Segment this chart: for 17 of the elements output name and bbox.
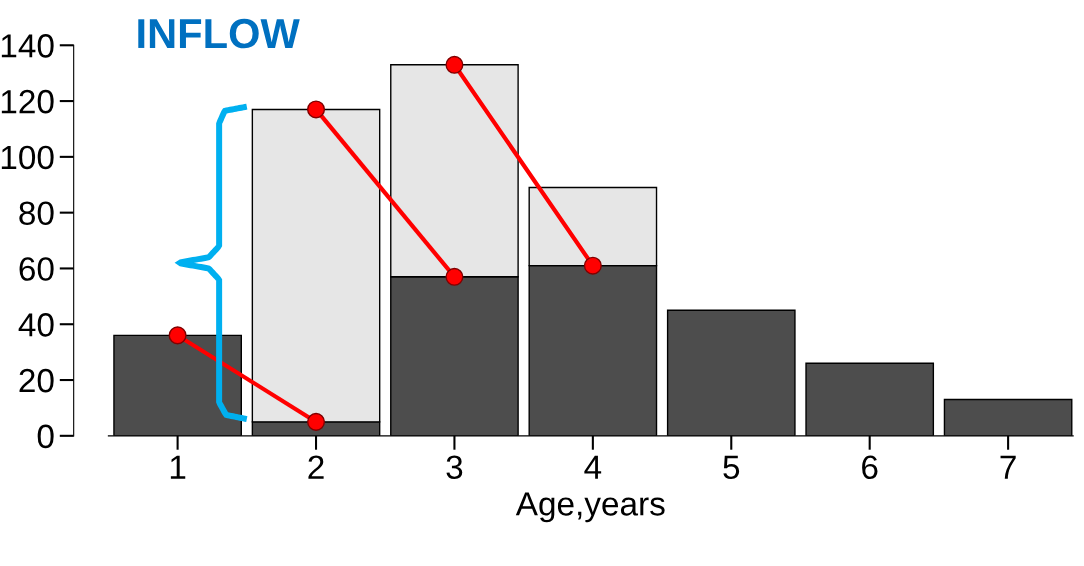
x-axis-title: Age,years [515, 492, 665, 523]
x-tick-label: 2 [308, 455, 324, 479]
y-tick-label: 40 [18, 313, 54, 337]
y-tick-label: 140 [1, 34, 54, 58]
x-tick-label: 7 [1000, 455, 1016, 479]
x-tick-label: 6 [862, 455, 878, 480]
y-tick-label: 0 [37, 424, 54, 449]
y-tick-label: 100 [1, 145, 54, 170]
annotation: INFLOW [138, 18, 300, 49]
y-tick-label: 60 [19, 257, 54, 281]
y-tick-label: 20 [19, 368, 54, 393]
x-tick-label: 4 [584, 455, 602, 479]
x-tick-label: 3 [446, 455, 463, 480]
y-tick-label: 80 [19, 201, 54, 226]
x-tick-label: 1 [170, 455, 186, 479]
x-tick-label: 5 [723, 455, 740, 480]
y-tick-label: 120 [1, 89, 54, 114]
